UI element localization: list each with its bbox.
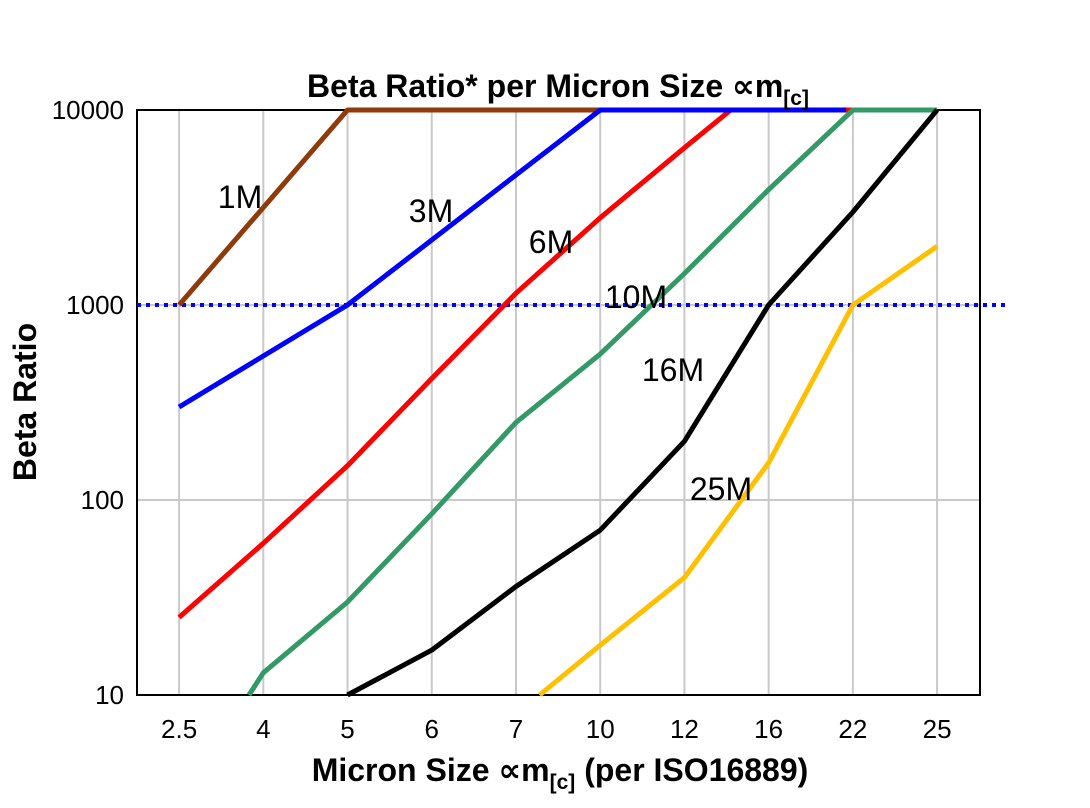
x-tick-25: 25	[923, 714, 952, 744]
y-tick-100: 100	[81, 485, 124, 515]
y-tick-1000: 1000	[66, 290, 124, 320]
series-line-10M	[246, 107, 938, 697]
x-axis-title-subscript: [c]	[550, 771, 576, 794]
series-labels: 1M 3M 6M 10M 16M 25M	[218, 179, 752, 507]
x-tick-4: 4	[256, 714, 270, 744]
series-label-6M: 6M	[529, 224, 573, 260]
series-line-3M	[177, 107, 847, 410]
chart-title: Beta Ratio* per Micron Size ∝m[c]	[307, 68, 809, 110]
x-tick-16: 16	[754, 714, 783, 744]
x-tick-6: 6	[425, 714, 439, 744]
gridlines	[137, 110, 980, 695]
x-tick-7: 7	[509, 714, 523, 744]
series-label-3M: 3M	[409, 193, 453, 229]
y-axis-title: Beta Ratio	[7, 323, 43, 481]
x-tick-2.5: 2.5	[161, 714, 197, 744]
y-tick-10: 10	[95, 680, 124, 710]
x-tick-10: 10	[586, 714, 615, 744]
x-axis-tick-labels: 2.5 4 5 6 7 10 12 16 22 25	[161, 714, 952, 744]
x-tick-5: 5	[340, 714, 354, 744]
series-label-16M: 16M	[642, 352, 704, 388]
series-line-25M	[538, 244, 939, 697]
series-line-6M	[177, 107, 853, 620]
x-axis-title-main: Micron Size ∝m	[312, 752, 550, 788]
chart-title-main: Beta Ratio* per Micron Size ∝m	[307, 68, 783, 104]
y-axis-tick-labels: 10000 1000 100 10	[52, 95, 124, 710]
chart-title-subscript: [c]	[783, 87, 809, 110]
x-tick-12: 12	[670, 714, 699, 744]
series-lines	[177, 107, 940, 698]
series-label-25M: 25M	[690, 471, 752, 507]
x-tick-22: 22	[838, 714, 867, 744]
series-line-16M	[346, 108, 940, 698]
y-tick-10000: 10000	[52, 95, 124, 125]
x-axis-title-suffix: (per ISO16889)	[575, 752, 808, 788]
series-label-1M: 1M	[218, 179, 262, 215]
series-label-10M: 10M	[605, 279, 667, 315]
x-axis-title: Micron Size ∝m[c] (per ISO16889)	[312, 752, 809, 794]
series-line-1M	[177, 107, 601, 307]
